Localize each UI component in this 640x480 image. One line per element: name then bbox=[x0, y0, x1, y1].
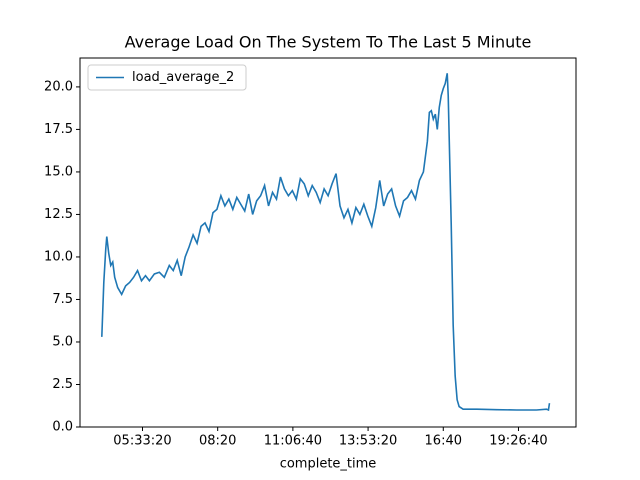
chart-title: Average Load On The System To The Last 5… bbox=[125, 33, 532, 52]
legend-label: load_average_2 bbox=[132, 70, 234, 85]
x-tick-label: 13:53:20 bbox=[339, 434, 397, 449]
x-tick-label: 19:26:40 bbox=[489, 434, 547, 449]
y-tick-label: 5.0 bbox=[52, 334, 73, 349]
x-tick-label: 11:06:40 bbox=[264, 434, 322, 449]
y-tick-label: 20.0 bbox=[44, 79, 73, 94]
y-tick-label: 15.0 bbox=[44, 164, 73, 179]
x-axis-label: complete_time bbox=[280, 457, 377, 472]
y-tick-label: 7.5 bbox=[52, 292, 73, 307]
x-tick-label: 16:40 bbox=[425, 434, 462, 449]
data-line bbox=[101, 73, 551, 412]
y-tick-label: 10.0 bbox=[44, 249, 73, 264]
y-tick-label: 17.5 bbox=[44, 122, 73, 137]
legend-box bbox=[87, 64, 247, 91]
y-tick-label: 2.5 bbox=[52, 377, 73, 392]
x-tick-label: 08:20 bbox=[199, 434, 236, 449]
y-tick-label: 0.0 bbox=[52, 420, 73, 435]
y-tick-label: 12.5 bbox=[44, 207, 73, 222]
x-tick-label: 05:33:20 bbox=[113, 434, 171, 449]
axes-frame bbox=[79, 57, 577, 428]
